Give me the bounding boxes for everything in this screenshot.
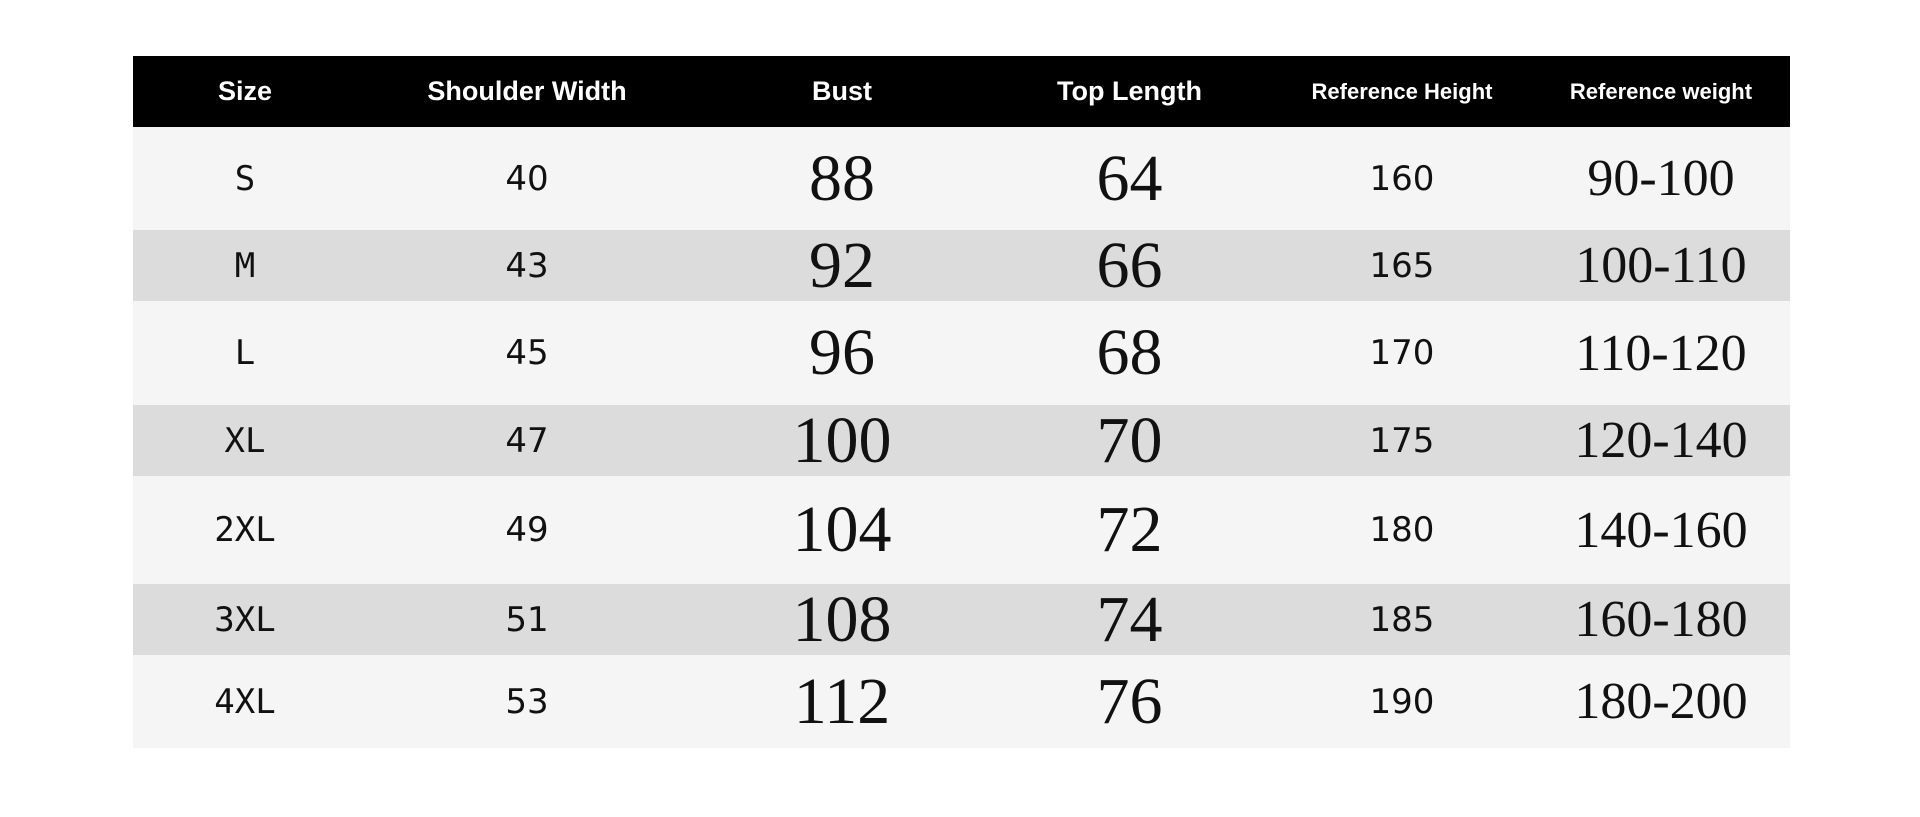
cell-size: L: [234, 333, 256, 373]
header-top-length: Top Length: [1057, 76, 1202, 106]
cell-bust: 88: [809, 141, 875, 215]
size-chart-table: Size Shoulder Width Bust Top Length Refe…: [133, 56, 1790, 748]
cell-reference-weight: 90-100: [1587, 150, 1735, 207]
cell-top-length: 64: [1096, 141, 1163, 215]
cell-reference-height: 165: [1369, 245, 1435, 286]
cell-reference-height: 175: [1369, 420, 1435, 461]
cell-reference-height: 160: [1369, 158, 1435, 199]
cell-top-length: 72: [1096, 493, 1163, 566]
cell-reference-height: 185: [1369, 599, 1435, 640]
cell-reference-height: 170: [1369, 333, 1435, 373]
table-row: XL 47 100 70 175 120-140: [133, 403, 1790, 477]
cell-bust: 108: [792, 582, 892, 656]
table-row: S 40 88 64 160 90-100: [133, 127, 1790, 230]
cell-bust: 104: [792, 493, 892, 566]
cell-shoulder-width: 51: [505, 599, 549, 640]
table-row: M 43 92 66 165 100-110: [133, 228, 1790, 302]
cell-top-length: 68: [1096, 316, 1163, 389]
table-row: L 45 96 68 170 110-120: [133, 301, 1790, 405]
cell-top-length: 70: [1096, 403, 1163, 477]
cell-reference-weight: 160-180: [1574, 591, 1748, 648]
table-row: 2XL 49 104 72 180 140-160: [133, 476, 1790, 584]
cell-size: M: [234, 245, 256, 286]
header-reference-height: Reference Height: [1311, 78, 1493, 104]
cell-shoulder-width: 53: [505, 681, 549, 722]
cell-size: S: [234, 158, 256, 199]
cell-top-length: 76: [1096, 664, 1163, 738]
table-row: 3XL 51 108 74 185 160-180: [133, 582, 1790, 656]
cell-reference-weight: 120-140: [1574, 412, 1748, 469]
cell-reference-height: 190: [1369, 681, 1435, 722]
cell-size: 2XL: [214, 510, 276, 550]
cell-reference-weight: 180-200: [1574, 673, 1748, 730]
cell-reference-weight: 140-160: [1574, 501, 1748, 559]
cell-shoulder-width: 45: [505, 333, 549, 373]
cell-bust: 100: [792, 403, 892, 477]
header-size: Size: [217, 76, 273, 106]
cell-reference-weight: 100-110: [1575, 237, 1747, 294]
cell-top-length: 74: [1096, 582, 1163, 656]
cell-top-length: 66: [1096, 228, 1163, 302]
cell-shoulder-width: 49: [505, 510, 549, 550]
header-reference-weight: Reference weight: [1569, 78, 1753, 104]
cell-size: XL: [224, 420, 266, 461]
cell-shoulder-width: 40: [505, 158, 549, 199]
cell-size: 3XL: [214, 599, 276, 640]
cell-bust: 112: [793, 664, 891, 738]
cell-reference-height: 180: [1369, 510, 1435, 550]
header-shoulder-width: Shoulder Width: [427, 76, 627, 106]
cell-size: 4XL: [214, 681, 276, 722]
header-row: Size Shoulder Width Bust Top Length Refe…: [133, 56, 1790, 127]
header-bust: Bust: [812, 76, 872, 106]
cell-bust: 96: [809, 316, 875, 389]
cell-shoulder-width: 47: [505, 420, 549, 461]
cell-reference-weight: 110-120: [1575, 324, 1747, 382]
cell-bust: 92: [809, 228, 875, 302]
cell-shoulder-width: 43: [505, 245, 549, 286]
table-row: 4XL 53 112 76 190 180-200: [133, 655, 1790, 748]
